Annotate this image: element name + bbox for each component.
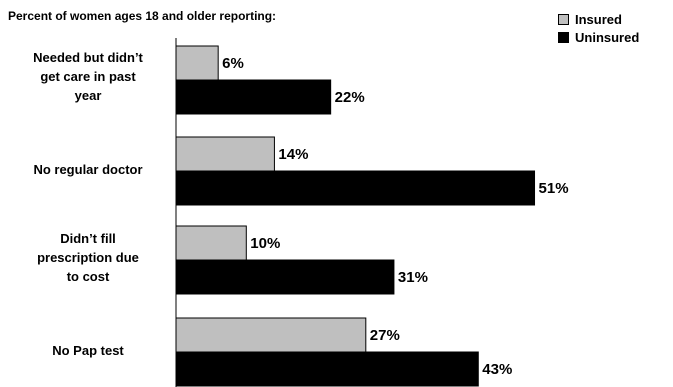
chart-subtitle: Percent of women ages 18 and older repor…: [8, 9, 277, 23]
legend-label-insured: Insured: [575, 11, 622, 27]
category-label-needed-care: Needed but didn’t get care in past year: [33, 50, 143, 103]
data-label-insured-needed-care: 6%: [222, 55, 244, 72]
data-label-uninsured-regular-doctor: 51%: [539, 180, 569, 197]
bar-insured-needed-care: [175, 45, 219, 81]
legend: Insured Uninsured: [558, 10, 639, 46]
bar-uninsured-needed-care: [175, 79, 332, 115]
bar-insured-prescription: [175, 225, 247, 261]
bar-uninsured-regular-doctor: [175, 170, 536, 206]
category-label-pap-test: No Pap test: [52, 343, 124, 358]
data-label-insured-regular-doctor: 14%: [278, 146, 308, 163]
bar-insured-regular-doctor: [175, 136, 275, 172]
legend-swatch-uninsured: [558, 31, 569, 43]
category-label-prescription: Didn’t fill prescription due to cost: [37, 231, 139, 284]
legend-item-insured: Insured: [558, 10, 639, 28]
data-label-uninsured-prescription: 31%: [398, 269, 428, 286]
category-label-regular-doctor: No regular doctor: [33, 162, 143, 177]
data-label-uninsured-needed-care: 22%: [335, 89, 365, 106]
data-label-uninsured-pap-test: 43%: [482, 361, 512, 378]
legend-label-uninsured: Uninsured: [575, 29, 640, 45]
bar-uninsured-prescription: [175, 259, 395, 295]
data-label-insured-prescription: 10%: [250, 235, 280, 252]
data-label-insured-pap-test: 27%: [370, 327, 400, 344]
legend-swatch-insured: [558, 13, 569, 25]
bar-insured-pap-test: [175, 317, 367, 353]
bar-uninsured-pap-test: [175, 351, 479, 387]
legend-item-uninsured: Uninsured: [558, 28, 639, 46]
